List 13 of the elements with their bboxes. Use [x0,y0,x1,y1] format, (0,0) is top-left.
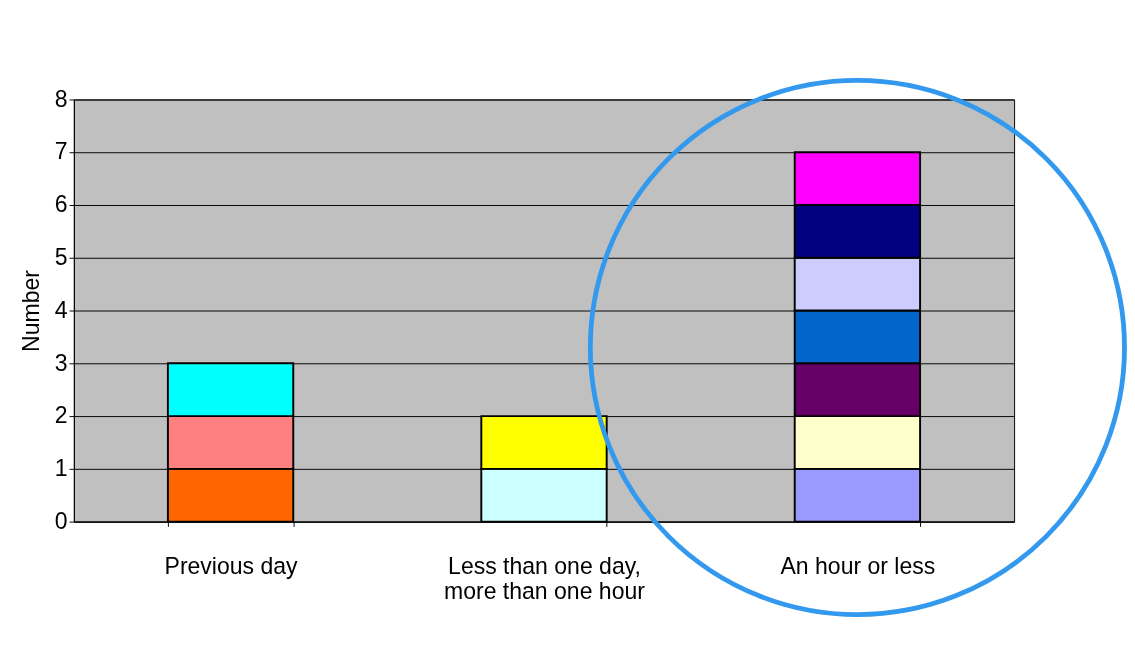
y-tick-label: 7 [54,138,68,165]
y-tick-label: 1 [54,455,68,482]
y-tick-label: 3 [54,349,68,376]
x-tick-label: Previous day [164,552,299,579]
y-tick-label: 8 [54,85,68,112]
y-axis-title: Number [17,269,44,352]
y-tick-label: 5 [54,243,68,270]
x-tick-label: Less than one day, more than one hour [444,552,646,604]
y-tick-label: 4 [54,296,68,323]
y-tick-label: 0 [54,507,68,534]
y-tick-label: 2 [54,402,68,429]
y-tick-label: 6 [54,191,68,218]
x-tick-label: An hour or less [780,552,936,579]
